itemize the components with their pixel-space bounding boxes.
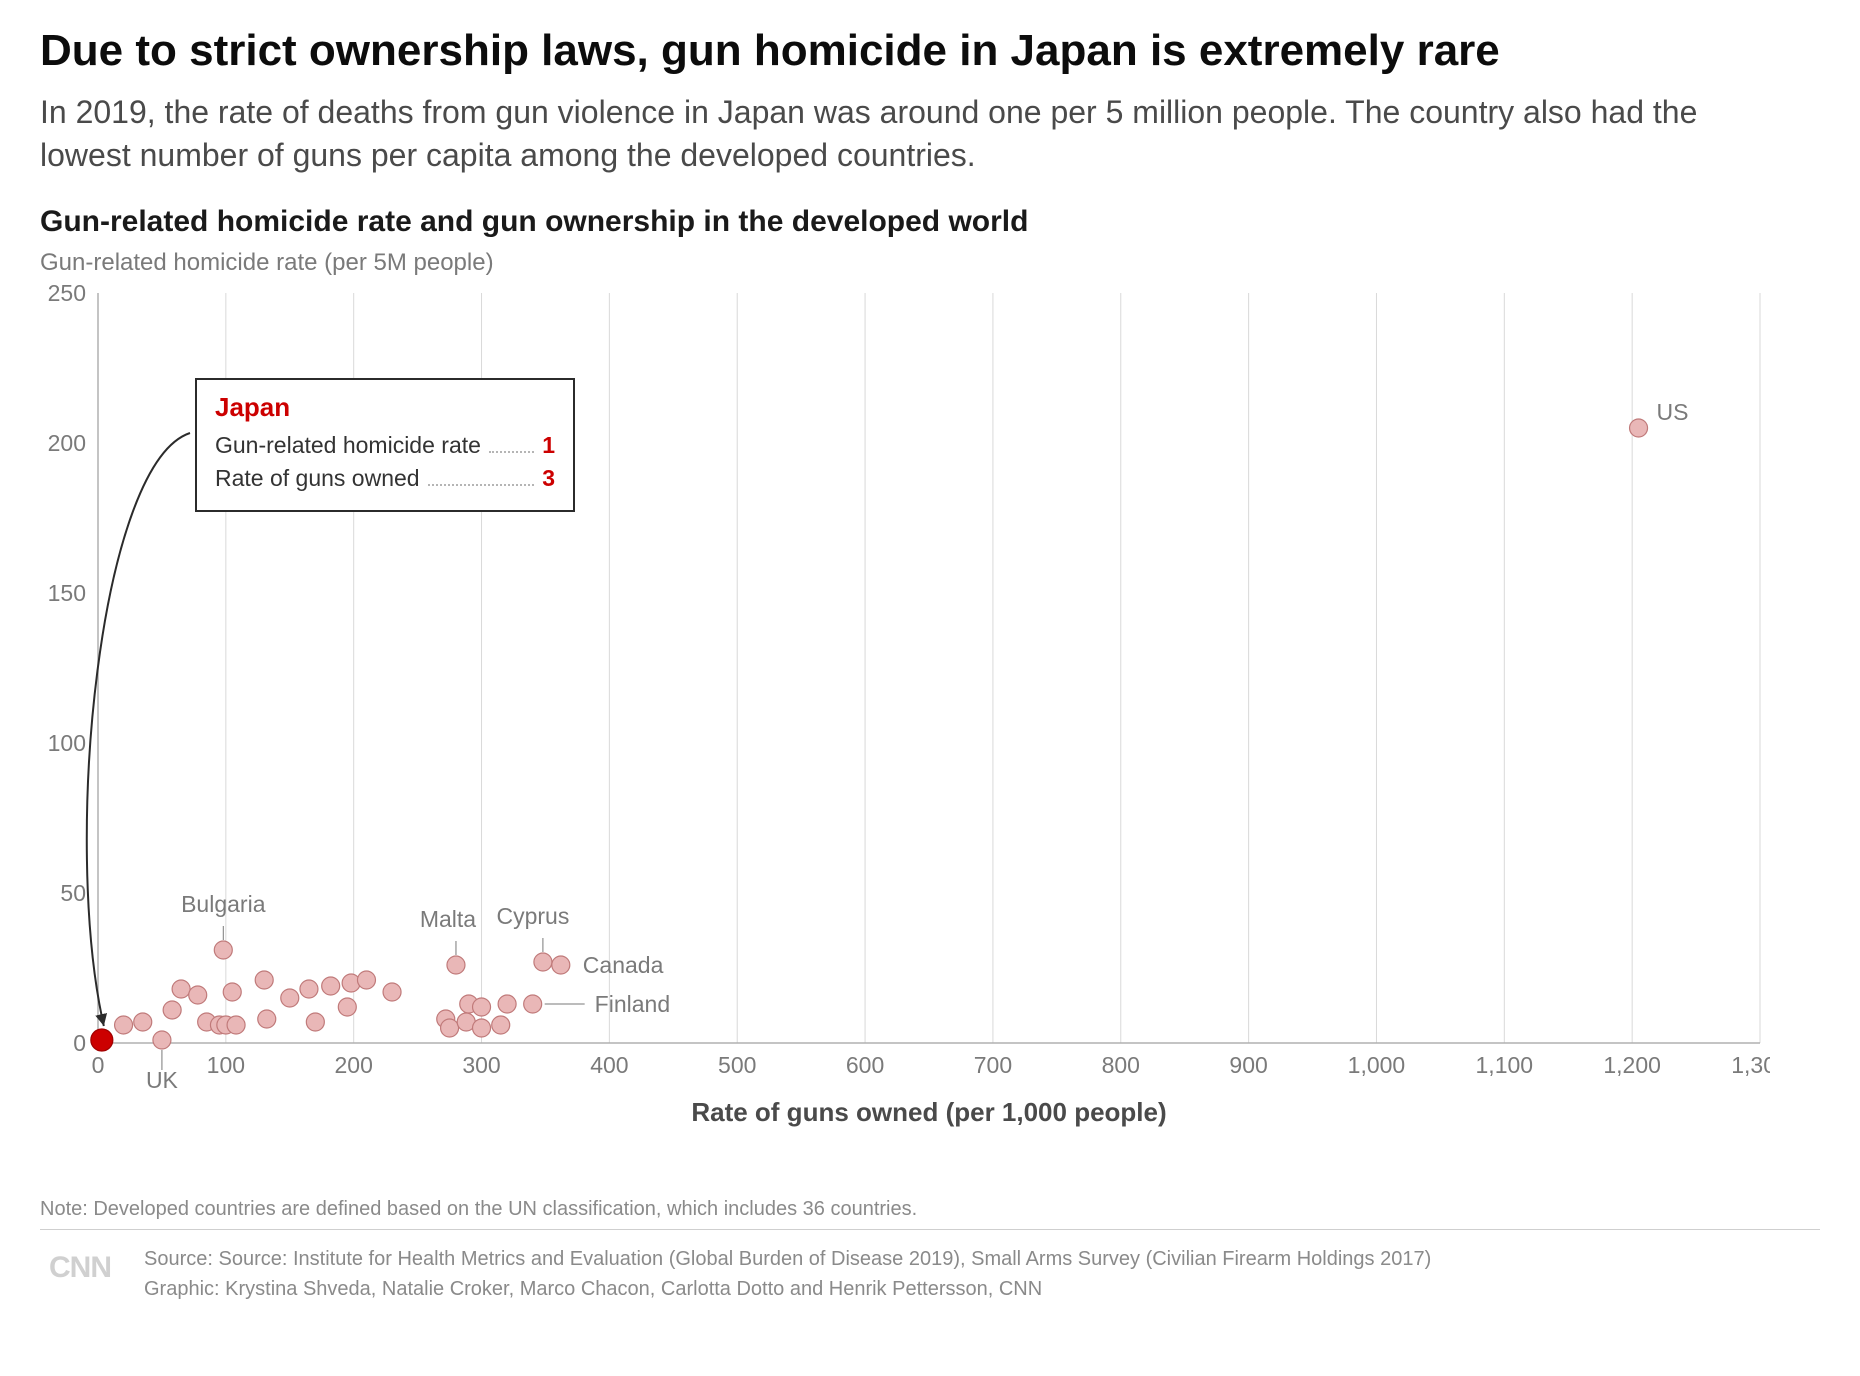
data-point	[163, 1001, 181, 1019]
data-point	[223, 983, 241, 1001]
data-point	[447, 956, 465, 974]
x-axis-label: Rate of guns owned (per 1,000 people)	[691, 1097, 1166, 1127]
chart-area: 01002003004005006007008009001,0001,1001,…	[40, 283, 1820, 1178]
data-point	[306, 1013, 324, 1031]
chart-title: Gun-related homicide rate and gun owners…	[40, 205, 1820, 239]
xtick-label: 1,100	[1476, 1052, 1534, 1078]
data-point	[492, 1016, 510, 1034]
cnn-logo: CNN	[40, 1248, 120, 1288]
xtick-label: 200	[335, 1052, 373, 1078]
point-japan	[91, 1029, 113, 1051]
ytick-label: 150	[48, 580, 86, 606]
xtick-label: 500	[718, 1052, 756, 1078]
data-point	[227, 1016, 245, 1034]
data-point	[524, 995, 542, 1013]
data-point	[473, 1019, 491, 1037]
point-label: Bulgaria	[181, 891, 266, 917]
data-point	[300, 980, 318, 998]
callout-row-label: Gun-related homicide rate	[215, 429, 481, 462]
data-point	[281, 989, 299, 1007]
point-label: Malta	[420, 906, 476, 932]
xtick-label: 900	[1229, 1052, 1267, 1078]
xtick-label: 1,300	[1731, 1052, 1770, 1078]
subhead: In 2019, the rate of deaths from gun vio…	[40, 91, 1740, 177]
callout-row-value: 3	[542, 462, 555, 495]
xtick-label: 300	[462, 1052, 500, 1078]
xtick-label: 100	[207, 1052, 245, 1078]
data-point	[134, 1013, 152, 1031]
point-label: Finland	[595, 991, 670, 1017]
callout-box: Japan Gun-related homicide rate1Rate of …	[195, 378, 575, 512]
point-label: Canada	[583, 952, 664, 978]
ytick-label: 250	[48, 283, 86, 306]
data-point	[153, 1031, 171, 1049]
y-axis-title: Gun-related homicide rate (per 5M people…	[40, 249, 1820, 277]
footer-note: Note: Developed countries are defined ba…	[40, 1198, 1820, 1221]
ytick-label: 100	[48, 730, 86, 756]
footer-graphic: Graphic: Krystina Shveda, Natalie Croker…	[144, 1274, 1820, 1304]
xtick-label: 1,000	[1348, 1052, 1406, 1078]
point-label: Cyprus	[496, 903, 569, 929]
dots-icon	[489, 451, 534, 453]
callout-row-value: 1	[542, 429, 555, 462]
data-point	[322, 977, 340, 995]
footer-note-wrap: Note: Developed countries are defined ba…	[40, 1198, 1820, 1304]
data-point	[172, 980, 190, 998]
callout-row: Rate of guns owned 3	[215, 462, 555, 495]
ytick-label: 50	[60, 880, 86, 906]
callout-title: Japan	[215, 392, 555, 423]
point-label: US	[1657, 399, 1689, 425]
xtick-label: 1,200	[1603, 1052, 1661, 1078]
data-point	[189, 986, 207, 1004]
xtick-label: 400	[590, 1052, 628, 1078]
point-label: UK	[146, 1067, 179, 1093]
data-point	[115, 1016, 133, 1034]
data-point	[255, 971, 273, 989]
data-point	[552, 956, 570, 974]
data-point	[1630, 419, 1648, 437]
xtick-label: 800	[1102, 1052, 1140, 1078]
xtick-label: 600	[846, 1052, 884, 1078]
callout-row-label: Rate of guns owned	[215, 462, 420, 495]
ytick-label: 200	[48, 430, 86, 456]
footer-source: Source: Source: Institute for Health Met…	[144, 1244, 1820, 1274]
data-point	[357, 971, 375, 989]
data-point	[258, 1010, 276, 1028]
callout-leader	[87, 433, 190, 1026]
data-point	[441, 1019, 459, 1037]
headline: Due to strict ownership laws, gun homici…	[40, 26, 1820, 77]
data-point	[338, 998, 356, 1016]
data-point	[214, 941, 232, 959]
dots-icon	[428, 484, 535, 486]
data-point	[383, 983, 401, 1001]
xtick-label: 0	[92, 1052, 105, 1078]
callout-row: Gun-related homicide rate 1	[215, 429, 555, 462]
data-point	[473, 998, 491, 1016]
ytick-label: 0	[73, 1030, 86, 1056]
data-point	[498, 995, 516, 1013]
data-point	[534, 953, 552, 971]
xtick-label: 700	[974, 1052, 1012, 1078]
cnn-logo-text: CNN	[49, 1251, 111, 1285]
